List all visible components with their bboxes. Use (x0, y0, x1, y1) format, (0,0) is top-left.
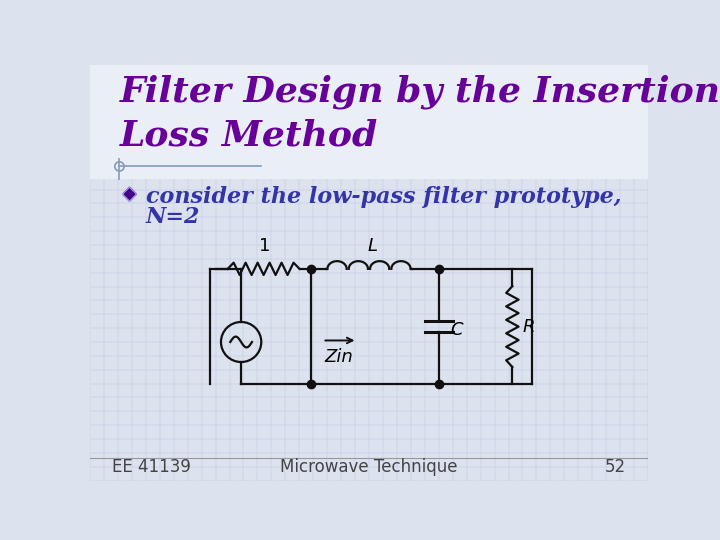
Text: 52: 52 (606, 458, 626, 476)
Text: C: C (451, 321, 463, 339)
Text: EE 41139: EE 41139 (112, 458, 191, 476)
Bar (90, 65, 648, 179)
Text: N=2: N=2 (145, 206, 200, 228)
Text: consider the low-pass filter prototype,: consider the low-pass filter prototype, (145, 186, 621, 208)
Text: L: L (368, 237, 378, 255)
Text: Microwave Technique: Microwave Technique (280, 458, 458, 476)
Text: 1: 1 (258, 237, 270, 255)
Text: Loss Method: Loss Method (120, 119, 378, 153)
Text: Filter Design by the Insertion: Filter Design by the Insertion (120, 74, 720, 109)
Text: R: R (523, 318, 535, 335)
Text: Zin: Zin (324, 348, 353, 366)
Polygon shape (122, 187, 137, 201)
